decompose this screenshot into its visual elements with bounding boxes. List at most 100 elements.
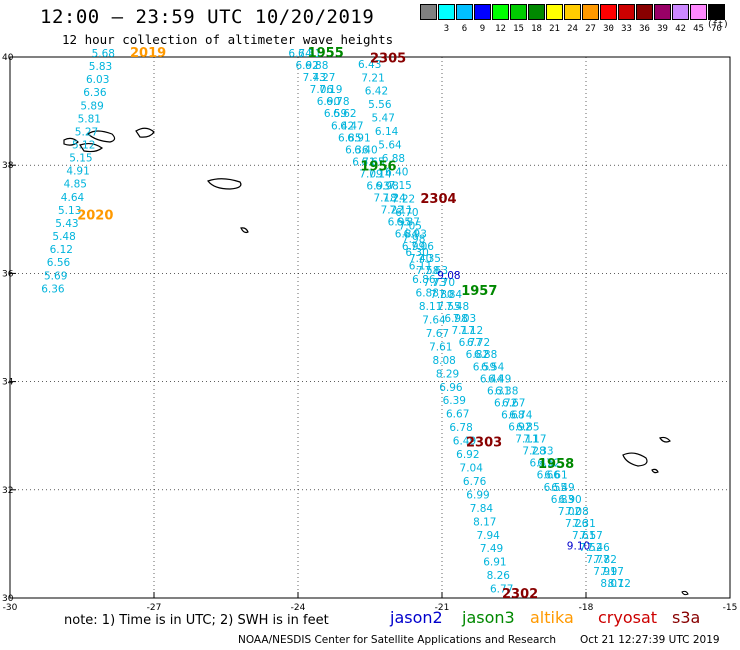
jason3-swh-value: 7.58	[416, 265, 439, 277]
s3a-swh-value: 6.96	[439, 382, 463, 394]
jason3-swh-value: 7.70	[432, 277, 455, 289]
color-scale-label: 27	[585, 24, 596, 34]
s3a-swh-value: 7.64	[422, 314, 446, 326]
jason3-swh-value: 6.51	[298, 48, 321, 60]
color-scale-label: 39	[657, 24, 668, 34]
jason3-swh-value: 6.98	[375, 181, 398, 193]
legend-altika: altika	[530, 608, 574, 627]
s3a-swh-value: 5.64	[378, 140, 402, 152]
pass-time-labels: 2019 2020 1955 2305 1956 2304 1957 2303 1958 2302	[77, 46, 574, 602]
altika-swh-value: 6.36	[83, 87, 107, 99]
jason3-swh-value: 7.18	[373, 193, 396, 205]
jason3-swh-value: 7.12	[460, 325, 483, 337]
jason3-swh-value: 6.88	[474, 349, 497, 361]
pass-time-label: 1957	[461, 284, 497, 299]
jason3-swh-value: 7.97	[601, 566, 624, 578]
s3a-swh-value: 7.98	[402, 234, 425, 246]
jason3-swh-value: 6.72	[494, 397, 517, 409]
jason3-swh-value: 7.22	[381, 205, 404, 217]
lat-tick-label: 36	[2, 269, 14, 279]
color-scale-label: 30	[603, 24, 614, 34]
color-scale-label: 45	[693, 24, 704, 34]
jason3-swh-value: 6.49	[551, 482, 574, 494]
jason3-swh-value: 7.11	[389, 205, 412, 217]
lat-tick-label: 32	[2, 486, 13, 496]
jason3-swh-value: 7.06	[310, 84, 334, 96]
jason3-swh-value: 6.82	[466, 349, 489, 361]
lon-tick-label: -15	[723, 603, 738, 613]
jason3-swh-value: 7.84	[439, 289, 463, 301]
jason3-swh-value: 6.99	[402, 241, 425, 253]
jason3-swh-value: 7.63	[425, 265, 448, 277]
jason3-swh-value: 6.93	[404, 229, 427, 241]
jason3-swh-value: 6.95	[388, 217, 411, 229]
altika-swh-value: 5.12	[72, 140, 95, 152]
generation-timestamp: Oct 21 12:27:39 UTC 2019	[580, 634, 720, 646]
color-scale-label: 9	[479, 24, 486, 34]
jason3-swh-value: 6.49	[488, 373, 511, 385]
jason3-swh-value: 7.80	[430, 289, 453, 301]
jason3-swh-value: 6.36	[345, 144, 369, 156]
s3a-swh-value: 7.61	[429, 341, 452, 353]
altika-swh-value: 5.68	[92, 48, 115, 60]
color-scale-swatch	[456, 4, 473, 20]
pass-time-label: 1956	[360, 160, 396, 175]
jason3-swh-value: 7.24	[382, 193, 406, 205]
jason3-swh-value: 6.59	[324, 108, 347, 120]
lon-tick-label: -27	[147, 603, 162, 613]
jason3-swh-value: 6.90	[317, 96, 340, 108]
jason3-swh-value: 6.85	[516, 422, 539, 434]
s3a-swh-value: 7.04	[460, 462, 484, 474]
jason3-swh-value: 6.87	[397, 217, 420, 229]
altimeter-tracks: 6.746.927.437.066.906.596.426.856.366.71…	[41, 48, 631, 596]
s3a-swh-value: 7.67	[426, 328, 449, 340]
island-outline	[240, 227, 249, 234]
color-scale-label: 3	[443, 24, 450, 34]
color-scale-label: 6	[461, 24, 468, 34]
color-scale-swatch	[474, 4, 491, 20]
island-outline	[681, 590, 689, 596]
jason3-swh-value: 7.43	[303, 72, 326, 84]
land-outlines	[63, 127, 689, 596]
altika-swh-value: 5.43	[55, 218, 78, 230]
s3a-swh-value: 6.99	[466, 489, 489, 501]
credit-line: NOAA/NESDIS Center for Satellite Applica…	[238, 634, 556, 646]
s3a-swh-value: 8.17	[473, 516, 496, 528]
island-outline	[651, 468, 659, 474]
altika-swh-value: 5.89	[80, 100, 103, 112]
color-scale-swatch	[420, 4, 437, 20]
lat-tick-label: 38	[2, 161, 14, 171]
map-title: 12:00 – 23:59 UTC 10/20/2019	[40, 6, 375, 28]
island-outline	[207, 178, 242, 190]
altika-swh-value: 4.85	[64, 179, 87, 191]
jason3-swh-value: 7.61	[572, 530, 595, 542]
s3a-swh-value: 8.11	[419, 301, 442, 313]
jason3-swh-value: 6.47	[340, 120, 363, 132]
island-outline	[622, 452, 648, 467]
s3a-swh-value: 6.70	[395, 207, 418, 219]
altika-swh-value: 5.48	[52, 231, 75, 243]
altika-swh-value: 4.64	[61, 192, 85, 204]
lat-tick-label: 40	[2, 53, 14, 63]
pass-time-label: 1958	[538, 457, 574, 472]
lat-tick-label: 34	[2, 378, 14, 388]
map-frame	[9, 56, 731, 599]
altika-swh-value: 5.69	[44, 270, 67, 282]
s3a-swh-value: 6.77	[490, 584, 513, 596]
jason3-swh-value: 6.77	[459, 337, 482, 349]
jason3-swh-value: 6.74	[288, 48, 312, 60]
jason3-swh-value: 7.26	[565, 518, 589, 530]
jason3-swh-value: 7.08	[565, 506, 588, 518]
legend-cryosat: cryosat	[598, 608, 658, 627]
jason3-swh-value: 7.31	[572, 518, 595, 530]
island-outline	[63, 137, 79, 146]
jason3-swh-value: 7.02	[558, 506, 581, 518]
jason3-swh-value: 6.98	[444, 313, 467, 325]
s3a-swh-value: 6.91	[483, 557, 506, 569]
color-scale-label: 18	[531, 24, 542, 34]
s3a-swh-value: 6.40	[385, 166, 408, 178]
legend-s3a: s3a	[672, 608, 701, 627]
jason3-swh-value: 6.66	[537, 470, 561, 482]
s3a-swh-value: 7.94	[476, 530, 500, 542]
